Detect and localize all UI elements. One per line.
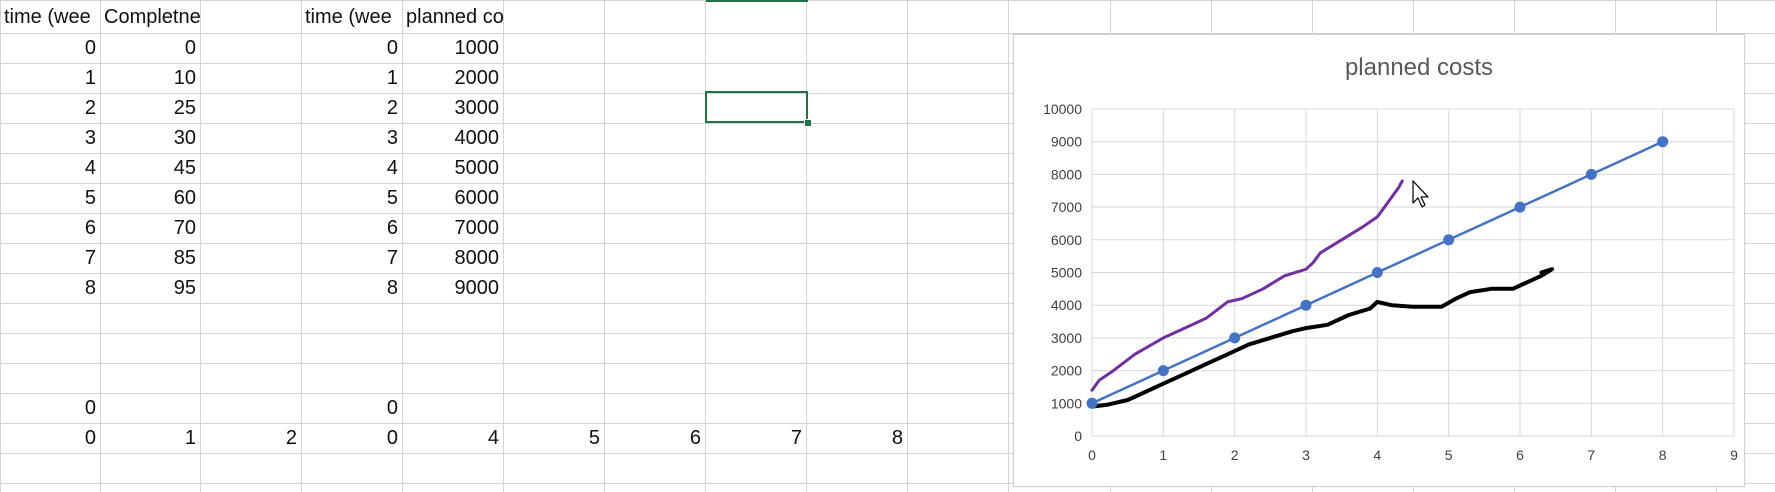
x-tick-label: 9 [1730, 447, 1738, 463]
data-cell[interactable]: 0 [184, 37, 196, 59]
y-tick-label: 8000 [1051, 166, 1082, 182]
data-cell[interactable]: 60 [173, 187, 196, 209]
data-point [1229, 332, 1241, 344]
data-cell[interactable]: 3000 [454, 97, 500, 119]
data-cell[interactable]: 4000 [454, 127, 500, 149]
data-cell[interactable]: 0 [386, 427, 398, 449]
data-cell[interactable]: 4 [487, 427, 499, 449]
data-cell[interactable]: 6 [386, 217, 398, 239]
x-tick-label: 1 [1159, 447, 1167, 463]
data-cell[interactable]: 7 [790, 427, 802, 449]
selected-cell[interactable] [705, 91, 808, 123]
data-cell[interactable]: 8 [891, 427, 903, 449]
data-point [1086, 397, 1098, 409]
line-chart: planned costs010002000300040005000600070… [1043, 54, 1738, 463]
y-tick-label: 1000 [1051, 395, 1082, 411]
data-cell[interactable]: 6000 [454, 187, 500, 209]
x-tick-label: 4 [1373, 447, 1381, 463]
data-cell[interactable]: 8 [386, 277, 398, 299]
data-cell[interactable]: 0 [386, 397, 398, 419]
y-tick-label: 4000 [1051, 297, 1082, 313]
selected-column-marker [706, 0, 808, 2]
y-tick-label: 7000 [1051, 199, 1082, 215]
y-tick-label: 3000 [1051, 330, 1082, 346]
data-cell[interactable]: 10 [173, 67, 196, 89]
data-cell[interactable]: 5 [386, 187, 398, 209]
data-cell[interactable]: 7 [84, 247, 96, 269]
data-cell[interactable]: 8 [84, 277, 96, 299]
data-point [1514, 201, 1526, 213]
y-tick-label: 0 [1074, 428, 1082, 444]
data-cell[interactable]: 70 [173, 217, 196, 239]
data-cell[interactable]: 1000 [454, 37, 500, 59]
data-cell[interactable]: 2 [386, 97, 398, 119]
data-cell[interactable]: 45 [173, 157, 196, 179]
data-point [1585, 168, 1597, 180]
data-cell[interactable]: 95 [173, 277, 196, 299]
header-cell[interactable]: time (wee [305, 6, 392, 28]
data-cell[interactable]: 0 [84, 427, 96, 449]
purple-ink-annotation [1090, 179, 1404, 392]
y-tick-label: 6000 [1051, 232, 1082, 248]
data-cell[interactable]: 1 [184, 427, 196, 449]
data-point [1371, 267, 1383, 278]
y-tick-label: 5000 [1051, 265, 1082, 281]
mouse-cursor-icon [1412, 180, 1429, 208]
data-cell[interactable]: 3 [386, 127, 398, 149]
data-cell[interactable]: 1 [84, 67, 96, 89]
x-tick-label: 8 [1659, 447, 1667, 463]
header-cell[interactable]: Completness [104, 6, 200, 28]
data-cell[interactable]: 9000 [454, 277, 500, 299]
data-cell[interactable]: 85 [173, 247, 196, 269]
data-cell[interactable]: 8000 [454, 247, 500, 269]
data-cell[interactable]: 1 [386, 67, 398, 89]
x-tick-label: 7 [1587, 447, 1595, 463]
data-cell[interactable]: 6 [689, 427, 701, 449]
data-cell[interactable]: 7000 [454, 217, 500, 239]
data-cell[interactable]: 0 [84, 37, 96, 59]
header-cell[interactable]: planned costs [406, 6, 503, 28]
data-cell[interactable]: 5 [588, 427, 600, 449]
data-cell[interactable]: 6 [84, 217, 96, 239]
data-cell[interactable]: 0 [386, 37, 398, 59]
data-cell[interactable]: 30 [173, 127, 196, 149]
y-tick-label: 2000 [1051, 363, 1082, 379]
data-point [1657, 136, 1669, 148]
black-ink-annotation [1090, 267, 1555, 409]
data-point [1300, 299, 1312, 311]
data-point [1157, 365, 1169, 377]
data-cell[interactable]: 2000 [454, 67, 500, 89]
x-tick-label: 3 [1302, 447, 1310, 463]
data-cell[interactable]: 4 [386, 157, 398, 179]
x-tick-label: 5 [1445, 447, 1453, 463]
data-cell[interactable]: 2 [84, 97, 96, 119]
data-cell[interactable]: 0 [84, 397, 96, 419]
data-cell[interactable]: 2 [285, 427, 297, 449]
header-cell[interactable]: time (wee [4, 6, 91, 28]
y-tick-label: 9000 [1051, 134, 1082, 150]
y-tick-label: 10000 [1043, 101, 1082, 117]
data-cell[interactable]: 7 [386, 247, 398, 269]
chart-title: planned costs [1345, 54, 1493, 81]
chart-object[interactable]: planned costs 0 1000 2000 3000 4000 5000 6000 70… [1013, 34, 1745, 487]
data-cell[interactable]: 5000 [454, 157, 500, 179]
data-cell[interactable]: 4 [84, 157, 96, 179]
data-cell[interactable]: 5 [84, 187, 96, 209]
x-tick-label: 2 [1231, 447, 1239, 463]
data-cell[interactable]: 25 [173, 97, 196, 119]
x-tick-label: 6 [1516, 447, 1524, 463]
data-cell[interactable]: 3 [84, 127, 96, 149]
data-point [1443, 234, 1455, 246]
fill-handle[interactable] [804, 119, 812, 127]
x-tick-label: 0 [1088, 447, 1096, 463]
